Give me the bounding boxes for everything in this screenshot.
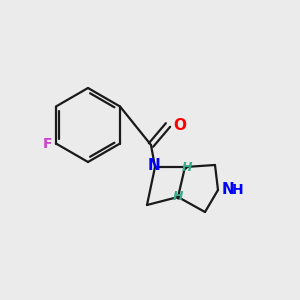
Text: N: N bbox=[222, 182, 235, 197]
Text: O: O bbox=[173, 118, 186, 134]
Text: F: F bbox=[43, 136, 52, 151]
Text: H: H bbox=[173, 190, 183, 203]
Text: N: N bbox=[148, 158, 160, 173]
Text: H: H bbox=[182, 161, 192, 174]
Text: H: H bbox=[232, 183, 244, 197]
